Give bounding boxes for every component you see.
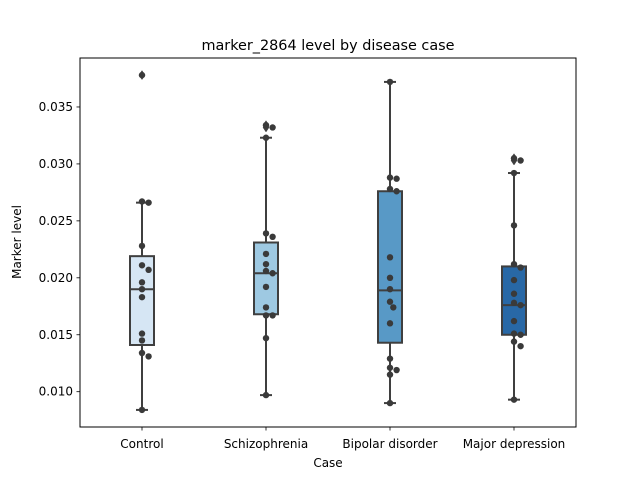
data-point (386, 274, 394, 282)
data-point (262, 283, 270, 291)
data-point (510, 330, 518, 337)
data-point (386, 364, 394, 371)
data-point (262, 250, 270, 258)
data-point (510, 338, 518, 345)
data-point (510, 260, 518, 268)
x-axis: Control Schizophrenia Bipolar disorder Majo… (120, 427, 565, 451)
data-point (145, 353, 152, 360)
data-point (262, 267, 270, 275)
data-point (138, 406, 146, 414)
data-point (138, 285, 146, 293)
box-bipolar-disorder (377, 190, 403, 344)
data-point (138, 330, 146, 337)
y-tick-label: 0.010 (39, 385, 73, 399)
data-point (262, 312, 270, 319)
data-point (269, 270, 276, 277)
y-tick-label: 0.015 (39, 328, 73, 342)
data-point (138, 198, 146, 205)
data-point (510, 299, 518, 307)
y-tick-label: 0.035 (39, 100, 73, 114)
data-point (262, 230, 270, 237)
data-point (269, 312, 276, 319)
data-point (386, 78, 394, 86)
x-tick-label: Schizophrenia (224, 437, 308, 451)
data-point (510, 396, 518, 403)
x-tick-label: Bipolar disorder (342, 437, 437, 451)
data-point (510, 155, 518, 162)
data-point (138, 242, 146, 250)
data-point (510, 317, 518, 325)
x-tick-label: Control (120, 437, 163, 451)
data-point (517, 342, 524, 350)
data-point (262, 260, 270, 268)
data-point (138, 279, 146, 286)
data-point (386, 355, 394, 362)
data-point (262, 121, 270, 129)
data-point (269, 233, 276, 241)
data-point (386, 174, 394, 181)
data-point (517, 157, 524, 164)
data-point (386, 320, 394, 327)
data-point (393, 366, 400, 374)
y-tick-label: 0.030 (39, 157, 73, 171)
data-point (386, 254, 394, 261)
y-axis-label: Marker level (10, 205, 24, 279)
data-point (510, 276, 518, 284)
data-point (510, 290, 518, 297)
data-point (517, 264, 524, 271)
data-point (386, 185, 394, 193)
data-point (386, 298, 394, 305)
data-point (517, 331, 524, 338)
data-point (510, 222, 518, 229)
data-point (138, 337, 146, 344)
data-point (138, 262, 146, 269)
y-axis: 0.010 0.015 0.020 0.025 0.030 0.035 (39, 100, 80, 399)
chart-title: marker_2864 level by disease case (201, 38, 454, 54)
data-point (517, 301, 524, 309)
data-point (138, 293, 146, 301)
data-point (386, 285, 394, 293)
x-axis-label: Case (313, 456, 342, 470)
plot-content (129, 70, 527, 414)
x-tick-label: Major depression (463, 437, 566, 451)
data-point (145, 199, 152, 206)
data-point (269, 124, 276, 131)
data-point (386, 399, 394, 407)
data-point (393, 188, 400, 195)
data-point (262, 334, 270, 342)
data-point (262, 304, 270, 311)
data-point (262, 134, 270, 141)
y-tick-label: 0.025 (39, 214, 73, 228)
data-point (145, 266, 152, 274)
data-point (510, 169, 518, 177)
data-point (138, 349, 146, 357)
data-point (138, 71, 146, 79)
data-point (390, 304, 397, 311)
data-point (393, 175, 400, 182)
plot-frame (79, 57, 577, 428)
y-tick-label: 0.020 (39, 271, 73, 285)
data-point (262, 391, 270, 399)
data-point (386, 371, 394, 378)
